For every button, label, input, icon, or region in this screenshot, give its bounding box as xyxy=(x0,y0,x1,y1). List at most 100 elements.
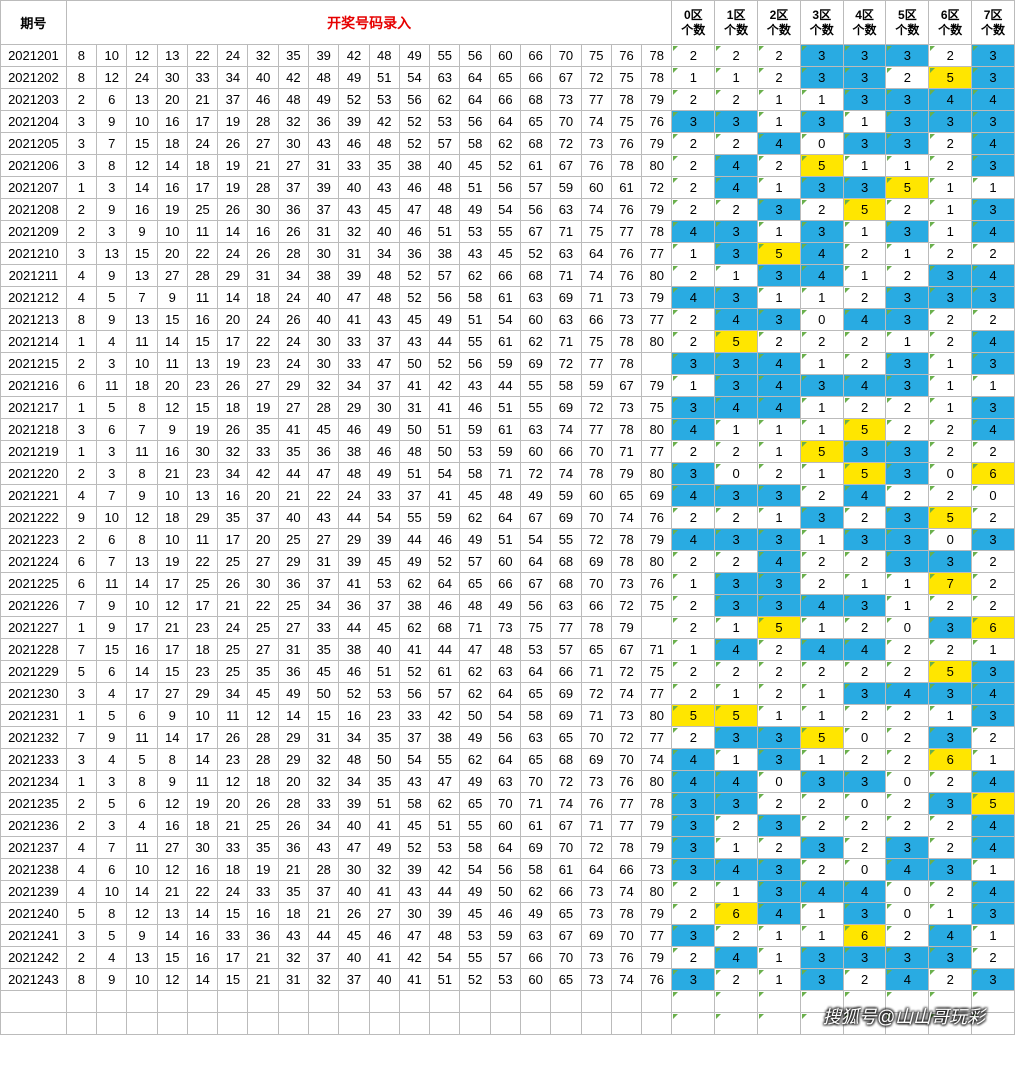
number-cell xyxy=(157,991,187,1013)
number-cell: 26 xyxy=(248,793,278,815)
zone-count-cell: 3 xyxy=(715,793,758,815)
zone-count-cell: 2 xyxy=(672,507,715,529)
number-cell: 38 xyxy=(430,243,460,265)
number-cell: 40 xyxy=(248,67,278,89)
number-cell: 53 xyxy=(521,639,551,661)
number-cell: 76 xyxy=(611,771,641,793)
zone-count-cell: 3 xyxy=(886,463,929,485)
number-cell: 69 xyxy=(551,705,581,727)
number-cell: 18 xyxy=(218,859,248,881)
number-cell: 63 xyxy=(551,243,581,265)
zone-count-cell: 3 xyxy=(843,595,886,617)
number-cell: 64 xyxy=(490,837,520,859)
number-cell: 55 xyxy=(490,221,520,243)
number-cell: 73 xyxy=(611,397,641,419)
zone-count-cell: 3 xyxy=(715,243,758,265)
number-cell xyxy=(127,991,157,1013)
zone-count-cell: 5 xyxy=(672,705,715,727)
number-cell: 43 xyxy=(309,133,339,155)
number-cell: 17 xyxy=(157,573,187,595)
number-cell: 37 xyxy=(278,177,308,199)
period-cell: 2021234 xyxy=(1,771,67,793)
number-cell: 75 xyxy=(642,595,672,617)
number-cell xyxy=(187,1013,217,1035)
number-cell: 49 xyxy=(399,45,429,67)
zone-count-cell: 2 xyxy=(929,881,972,903)
zone-count-cell: 2 xyxy=(843,287,886,309)
zone-count-cell: 1 xyxy=(800,617,843,639)
number-cell: 14 xyxy=(187,749,217,771)
number-cell: 18 xyxy=(187,639,217,661)
number-cell: 7 xyxy=(127,419,157,441)
number-cell: 45 xyxy=(399,815,429,837)
zone-count-cell: 3 xyxy=(715,529,758,551)
number-cell: 14 xyxy=(218,287,248,309)
zone-count-cell: 3 xyxy=(758,309,801,331)
zone-count-cell: 4 xyxy=(800,639,843,661)
zone-count-cell: 2 xyxy=(672,661,715,683)
zone-count-cell: 2 xyxy=(972,595,1015,617)
number-cell: 29 xyxy=(278,749,308,771)
period-cell: 2021208 xyxy=(1,199,67,221)
zone-count-cell: 3 xyxy=(886,309,929,331)
number-cell: 51 xyxy=(369,67,399,89)
number-cell: 62 xyxy=(399,573,429,595)
number-cell: 78 xyxy=(611,331,641,353)
number-cell: 1 xyxy=(66,617,96,639)
zone-count-cell xyxy=(886,991,929,1013)
number-cell: 63 xyxy=(490,771,520,793)
number-cell: 41 xyxy=(339,309,369,331)
number-cell: 11 xyxy=(157,353,187,375)
number-cell: 41 xyxy=(339,573,369,595)
number-cell: 62 xyxy=(460,507,490,529)
number-cell: 34 xyxy=(218,683,248,705)
number-cell: 16 xyxy=(157,815,187,837)
zone-count-cell: 6 xyxy=(715,903,758,925)
zone-count-cell: 2 xyxy=(843,617,886,639)
period-cell: 2021224 xyxy=(1,551,67,573)
number-cell: 65 xyxy=(521,683,551,705)
zone-count-cell: 0 xyxy=(800,309,843,331)
number-cell: 19 xyxy=(218,155,248,177)
number-cell: 22 xyxy=(187,551,217,573)
number-cell: 45 xyxy=(248,683,278,705)
number-cell: 61 xyxy=(490,419,520,441)
zone-count-cell: 2 xyxy=(800,793,843,815)
number-cell xyxy=(369,991,399,1013)
number-cell: 11 xyxy=(97,375,127,397)
zone-count-cell: 1 xyxy=(843,155,886,177)
number-cell: 14 xyxy=(157,155,187,177)
zone-count-cell: 3 xyxy=(800,771,843,793)
number-cell: 49 xyxy=(521,903,551,925)
zone-count-cell: 3 xyxy=(800,221,843,243)
number-cell: 66 xyxy=(490,573,520,595)
number-cell: 20 xyxy=(157,89,187,111)
number-cell: 37 xyxy=(399,485,429,507)
zone-count-cell: 1 xyxy=(843,221,886,243)
zone-count-cell: 1 xyxy=(972,925,1015,947)
zone-count-cell: 1 xyxy=(972,177,1015,199)
number-cell: 50 xyxy=(490,881,520,903)
number-cell: 59 xyxy=(490,353,520,375)
number-cell: 15 xyxy=(157,947,187,969)
zone-count-cell: 2 xyxy=(715,89,758,111)
number-cell: 78 xyxy=(611,155,641,177)
number-cell: 79 xyxy=(611,617,641,639)
number-cell: 46 xyxy=(430,595,460,617)
zone-count-cell: 2 xyxy=(758,67,801,89)
number-cell: 3 xyxy=(97,815,127,837)
number-cell: 26 xyxy=(218,133,248,155)
number-cell: 61 xyxy=(490,331,520,353)
number-cell: 60 xyxy=(581,485,611,507)
zone-count-cell: 1 xyxy=(672,573,715,595)
number-cell: 60 xyxy=(581,177,611,199)
number-cell: 27 xyxy=(248,639,278,661)
zone-count-cell: 2 xyxy=(758,639,801,661)
number-cell: 38 xyxy=(339,639,369,661)
zone-count-cell: 3 xyxy=(715,353,758,375)
number-cell: 67 xyxy=(551,67,581,89)
number-cell: 71 xyxy=(490,463,520,485)
number-cell: 41 xyxy=(369,947,399,969)
zone-count-cell: 3 xyxy=(672,969,715,991)
number-cell: 11 xyxy=(127,441,157,463)
